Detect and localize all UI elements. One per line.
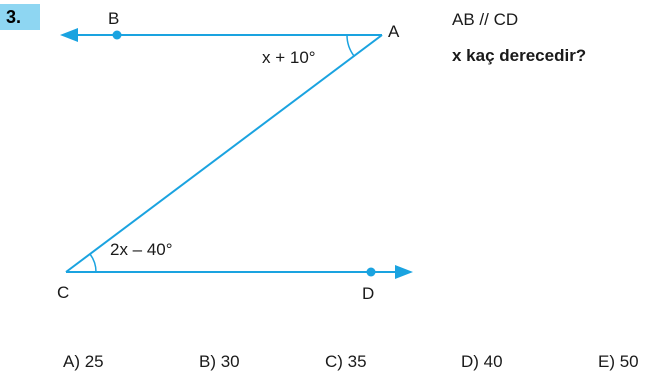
option-e[interactable]: E) 50 bbox=[598, 352, 639, 371]
arrowhead-right bbox=[395, 265, 413, 279]
point-label-c: C bbox=[57, 283, 69, 302]
point-b-dot bbox=[112, 30, 122, 40]
option-a[interactable]: A) 25 bbox=[63, 352, 104, 371]
geometry-figure: B A C D x + 10° 2x – 40° bbox=[57, 9, 413, 303]
angle-label-c: 2x – 40° bbox=[110, 240, 173, 259]
given-statement: AB // CD bbox=[452, 10, 519, 29]
angle-label-a: x + 10° bbox=[262, 48, 316, 67]
point-d-dot bbox=[366, 267, 376, 277]
point-label-d: D bbox=[362, 284, 374, 303]
question-prompt: x kaç derecedir? bbox=[452, 46, 587, 65]
answer-options: A) 25 B) 30 C) 35 D) 40 E) 50 bbox=[0, 352, 657, 376]
point-label-b: B bbox=[108, 9, 119, 28]
angle-arc-a bbox=[346, 34, 355, 57]
option-c[interactable]: C) 35 bbox=[325, 352, 367, 371]
option-b[interactable]: B) 30 bbox=[199, 352, 240, 371]
line-ac bbox=[65, 34, 383, 273]
question-number: 3. bbox=[0, 4, 40, 30]
arrowhead-left bbox=[60, 28, 78, 42]
point-label-a: A bbox=[388, 22, 400, 41]
angle-arc-c bbox=[89, 253, 97, 273]
option-d[interactable]: D) 40 bbox=[461, 352, 503, 371]
